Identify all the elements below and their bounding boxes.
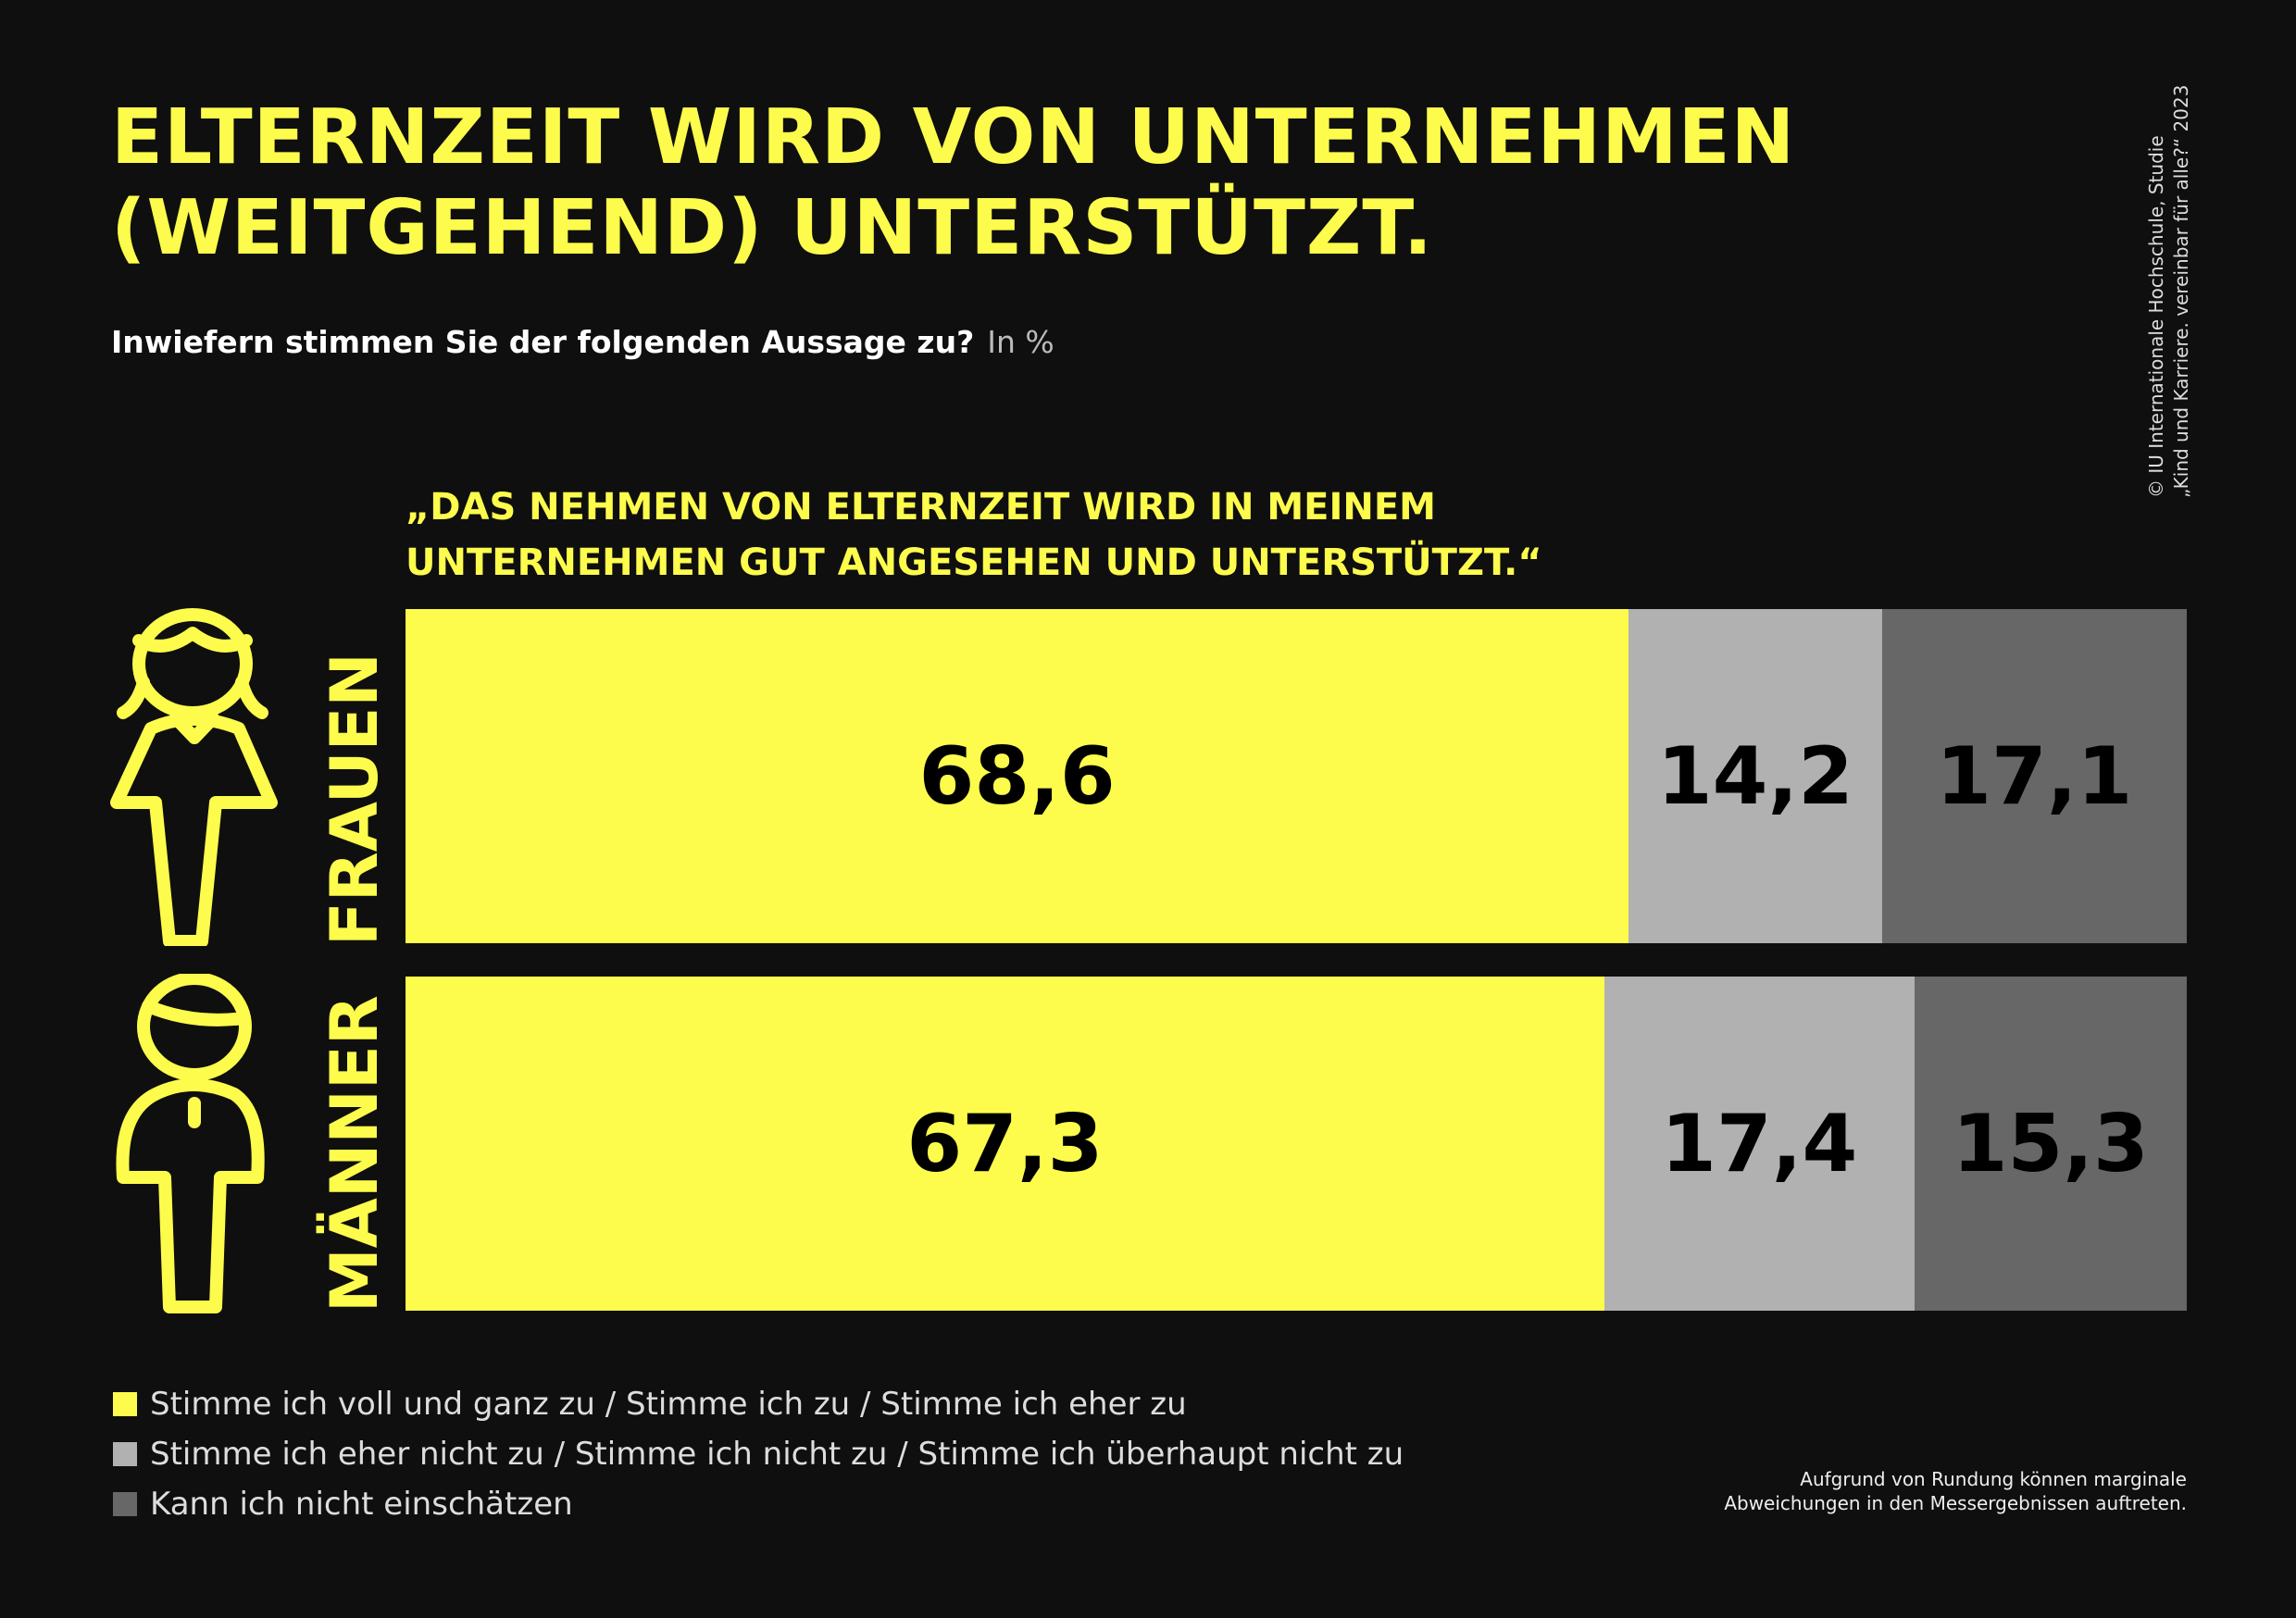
man-icon — [116, 974, 265, 1313]
source-line-2: „Kind und Karriere. vereinbar für alle?“… — [2170, 84, 2192, 498]
legend-item-unsure: Kann ich nicht einschätzen — [113, 1479, 1404, 1529]
title-line-2: (WEITGEHEND) UNTERSTÜTZT. — [111, 184, 1433, 272]
data-label: 15,3 — [1952, 1097, 2149, 1190]
source-line-1: © IU Internationale Hochschule, Studie — [2145, 135, 2167, 498]
legend-swatch — [113, 1392, 137, 1416]
legend-swatch — [113, 1492, 137, 1516]
data-label: 67,3 — [906, 1097, 1104, 1190]
unit-label: In % — [987, 324, 1054, 360]
subtitle: Inwiefern stimmen Sie der folgenden Auss… — [111, 324, 1054, 360]
legend-item-agree: Stimme ich voll und ganz zu / Stimme ich… — [113, 1379, 1404, 1429]
data-label: 14,2 — [1656, 729, 1853, 823]
data-label: 68,6 — [918, 729, 1116, 823]
bar-row-maenner: 67,3 17,4 15,3 — [406, 977, 2187, 1311]
question: Inwiefern stimmen Sie der folgenden Auss… — [111, 324, 975, 360]
legend-label: Stimme ich voll und ganz zu / Stimme ich… — [150, 1386, 1187, 1423]
bar-segment: 17,4 — [1603, 977, 1915, 1311]
group-label-frauen: FRAUEN — [317, 653, 393, 946]
bar-segment: 14,2 — [1628, 609, 1882, 943]
statement: „DAS NEHMEN VON ELTERNZEIT WIRD IN MEINE… — [406, 479, 1542, 591]
bar-segment: 17,1 — [1881, 609, 2187, 943]
footnote: Aufgrund von Rundung können marginale Ab… — [1724, 1467, 2187, 1515]
footnote-line-2: Abweichungen in den Messergebnissen auft… — [1724, 1492, 2187, 1514]
bar-segment: 15,3 — [1914, 977, 2187, 1311]
legend-label: Stimme ich eher nicht zu / Stimme ich ni… — [150, 1436, 1404, 1473]
chart-title: ELTERNZEIT WIRD VON UNTERNEHMEN (WEITGEH… — [111, 93, 1795, 274]
statement-line-2: UNTERNEHMEN GUT ANGESEHEN UND UNTERSTÜTZ… — [406, 541, 1542, 584]
title-line-1: ELTERNZEIT WIRD VON UNTERNEHMEN — [111, 93, 1796, 181]
woman-icon — [110, 608, 278, 946]
bar-row-frauen: 68,6 14,2 17,1 — [406, 609, 2187, 943]
data-label: 17,1 — [1936, 729, 2133, 823]
bar-segment: 68,6 — [406, 609, 1629, 943]
data-label: 17,4 — [1661, 1097, 1858, 1190]
bar-segment: 67,3 — [406, 977, 1604, 1311]
legend: Stimme ich voll und ganz zu / Stimme ich… — [113, 1379, 1404, 1529]
group-label-maenner: MÄNNER — [317, 995, 393, 1313]
legend-label: Kann ich nicht einschätzen — [150, 1486, 573, 1523]
legend-item-disagree: Stimme ich eher nicht zu / Stimme ich ni… — [113, 1429, 1404, 1479]
footnote-line-1: Aufgrund von Rundung können marginale — [1800, 1468, 2187, 1490]
statement-line-1: „DAS NEHMEN VON ELTERNZEIT WIRD IN MEINE… — [406, 486, 1436, 529]
source-note: © IU Internationale Hochschule, Studie „… — [2144, 85, 2194, 498]
legend-swatch — [113, 1442, 137, 1466]
